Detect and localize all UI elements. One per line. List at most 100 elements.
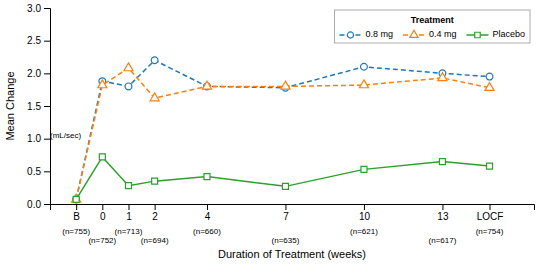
x-tick: 2 — [152, 204, 158, 222]
legend-item: 0.8 mg — [339, 29, 393, 39]
series-marker — [204, 174, 210, 180]
series-marker — [487, 163, 493, 169]
y-tick-mark — [44, 73, 50, 74]
legend-frame — [334, 10, 530, 43]
series-marker — [438, 73, 447, 81]
x-axis-title: Duration of Treatment (weeks) — [218, 248, 366, 260]
series-marker — [124, 63, 133, 71]
annotation: (n=755) — [62, 227, 90, 236]
annotation: (n=621) — [350, 227, 378, 236]
series-marker — [98, 80, 107, 88]
annotation: (n=713) — [115, 227, 143, 236]
y-tick-label: 1.5 — [27, 101, 41, 112]
x-tick-label: 4 — [205, 211, 211, 222]
legend-marker — [475, 32, 480, 37]
x-tick-label: 13 — [437, 211, 449, 222]
x-axis: B 0 1 2 4 7 10 13 LOCF — [51, 204, 535, 222]
y-axis: 0.0 0.5 1.0 1.5 2.0 2.5 3.0 — [27, 3, 50, 210]
series-marker — [282, 183, 288, 189]
x-tick: 10 — [359, 204, 371, 222]
x-tick-label: 2 — [152, 211, 158, 222]
x-tick-label: LOCF — [477, 211, 504, 222]
series-marker — [151, 57, 158, 64]
x-tick: 13 — [437, 204, 449, 222]
y-tick-mark — [44, 171, 50, 172]
y-tick: 3.0 — [27, 3, 50, 14]
x-tick: B — [73, 204, 80, 222]
y-axis-line — [44, 9, 51, 205]
series-marker — [361, 166, 367, 172]
y-tick-label: 0.0 — [27, 199, 41, 210]
series-marker — [486, 73, 493, 80]
series-line — [76, 157, 489, 199]
y-tick-label: 2.5 — [27, 35, 41, 46]
y-tick-mark — [44, 41, 50, 42]
annotation: (n=660) — [193, 227, 221, 236]
y-tick-label: 1.0 — [27, 133, 41, 144]
x-tick-mark — [442, 204, 443, 210]
annotation: (n=635) — [272, 236, 300, 245]
legend-marker — [347, 32, 353, 38]
annotation: (n=754) — [476, 227, 504, 236]
chart: B 0 1 2 4 7 10 13 LOCF 0.0 0.5 1.0 1.5 2.0 2.5 3.0 Durat… — [0, 0, 544, 264]
series-marker — [125, 183, 131, 189]
series-marker — [359, 80, 368, 88]
series-marker — [202, 81, 211, 89]
series-line — [76, 60, 489, 199]
y-tick-mark — [44, 8, 50, 9]
y-tick-label: 3.0 — [27, 3, 41, 14]
y-tick-mark — [44, 106, 50, 107]
series-marker — [73, 196, 80, 203]
legend-label: 0.8 mg — [365, 29, 393, 39]
annotation: (n=694) — [141, 236, 169, 245]
x-tick: 1 — [126, 204, 132, 222]
y-tick: 2.0 — [27, 68, 50, 79]
y-tick: 0.5 — [27, 166, 50, 177]
x-tick-mark — [490, 204, 491, 210]
y-tick: 1.5 — [27, 101, 50, 112]
x-tick-mark — [155, 204, 156, 210]
series-marker — [361, 63, 368, 70]
x-tick-mark — [207, 204, 208, 210]
y-tick-label: 0.5 — [27, 166, 41, 177]
y-axis-title: Mean Change — [4, 71, 16, 140]
x-tick-label: 7 — [283, 211, 289, 222]
x-axis-line — [51, 205, 535, 211]
series-marker — [125, 83, 132, 90]
legend-label: Placebo — [492, 29, 525, 39]
x-tick: LOCF — [477, 204, 504, 222]
y-tick: 1.0 — [27, 133, 50, 144]
x-tick-label: 0 — [100, 211, 106, 222]
x-tick-label: B — [73, 211, 80, 222]
legend-item: 0.4 mg — [403, 29, 457, 39]
x-tick-mark — [364, 204, 365, 210]
x-tick-mark — [128, 204, 129, 210]
series-marker — [73, 196, 79, 202]
y-tick-mark — [44, 204, 50, 205]
x-tick: 7 — [283, 204, 289, 222]
x-tick-mark — [76, 204, 77, 210]
x-tick-mark — [102, 204, 103, 210]
y-tick-label: 2.0 — [27, 68, 41, 79]
legend-item: Placebo — [466, 29, 525, 39]
x-tick-mark — [285, 204, 286, 210]
x-tick: 0 — [100, 204, 106, 222]
legend-label: 0.4 mg — [429, 29, 457, 39]
plot-area — [72, 57, 494, 203]
annotation: (n=752) — [88, 236, 116, 245]
series-marker — [99, 154, 105, 160]
y-tick: 2.5 — [27, 35, 50, 46]
series-marker — [485, 82, 494, 90]
series-marker — [439, 159, 445, 165]
legend-marker — [410, 30, 418, 37]
legend: Treatment0.8 mg0.4 mgPlacebo — [334, 10, 530, 43]
y-tick: 0.0 — [27, 199, 50, 210]
x-tick-label: 1 — [126, 211, 132, 222]
x-tick: 4 — [205, 204, 211, 222]
annotation: (mL/sec) — [50, 131, 81, 140]
series-marker — [150, 93, 159, 101]
series-marker — [281, 81, 290, 89]
annotation: (n=617) — [429, 236, 457, 245]
x-tick-label: 10 — [359, 211, 371, 222]
series-line — [76, 68, 489, 199]
